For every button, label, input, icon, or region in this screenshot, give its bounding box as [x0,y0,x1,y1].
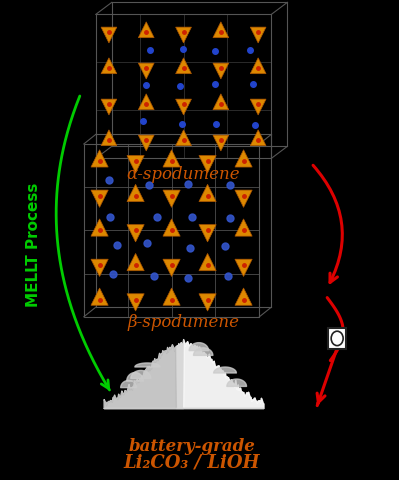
Polygon shape [199,156,216,173]
Polygon shape [176,58,192,74]
Polygon shape [101,58,117,74]
FancyBboxPatch shape [328,328,346,349]
Polygon shape [138,63,154,79]
Polygon shape [176,130,192,146]
Polygon shape [163,150,180,167]
Polygon shape [250,130,266,146]
Text: α-spodumene: α-spodumene [127,166,240,182]
Polygon shape [127,225,144,242]
Polygon shape [127,253,144,271]
Polygon shape [138,22,154,38]
Polygon shape [213,63,229,79]
Polygon shape [199,253,216,271]
Text: Li₂CO₃ / LiOH: Li₂CO₃ / LiOH [123,454,260,471]
Polygon shape [250,99,266,115]
Circle shape [331,331,343,346]
Polygon shape [199,184,216,202]
Polygon shape [235,219,252,236]
Polygon shape [250,27,266,43]
Polygon shape [213,94,229,110]
Text: battery-grade: battery-grade [128,438,255,455]
Polygon shape [199,294,216,311]
Polygon shape [91,259,108,276]
Polygon shape [127,294,144,311]
Polygon shape [250,58,266,74]
Polygon shape [101,99,117,115]
Polygon shape [199,225,216,242]
Polygon shape [163,288,180,305]
Polygon shape [127,184,144,202]
Polygon shape [235,190,252,207]
Polygon shape [91,219,108,236]
Polygon shape [213,22,229,38]
Text: MELLT Process: MELLT Process [26,182,41,307]
Polygon shape [163,219,180,236]
Polygon shape [163,259,180,276]
Polygon shape [235,288,252,305]
Polygon shape [138,135,154,151]
Polygon shape [91,288,108,305]
Polygon shape [138,94,154,110]
Polygon shape [91,190,108,207]
Text: β-spodumene: β-spodumene [128,314,239,331]
Polygon shape [163,190,180,207]
Polygon shape [101,27,117,43]
Polygon shape [101,130,117,146]
Polygon shape [235,259,252,276]
Polygon shape [235,150,252,167]
Polygon shape [213,135,229,151]
Polygon shape [176,99,192,115]
Polygon shape [127,156,144,173]
Polygon shape [176,27,192,43]
Polygon shape [91,150,108,167]
